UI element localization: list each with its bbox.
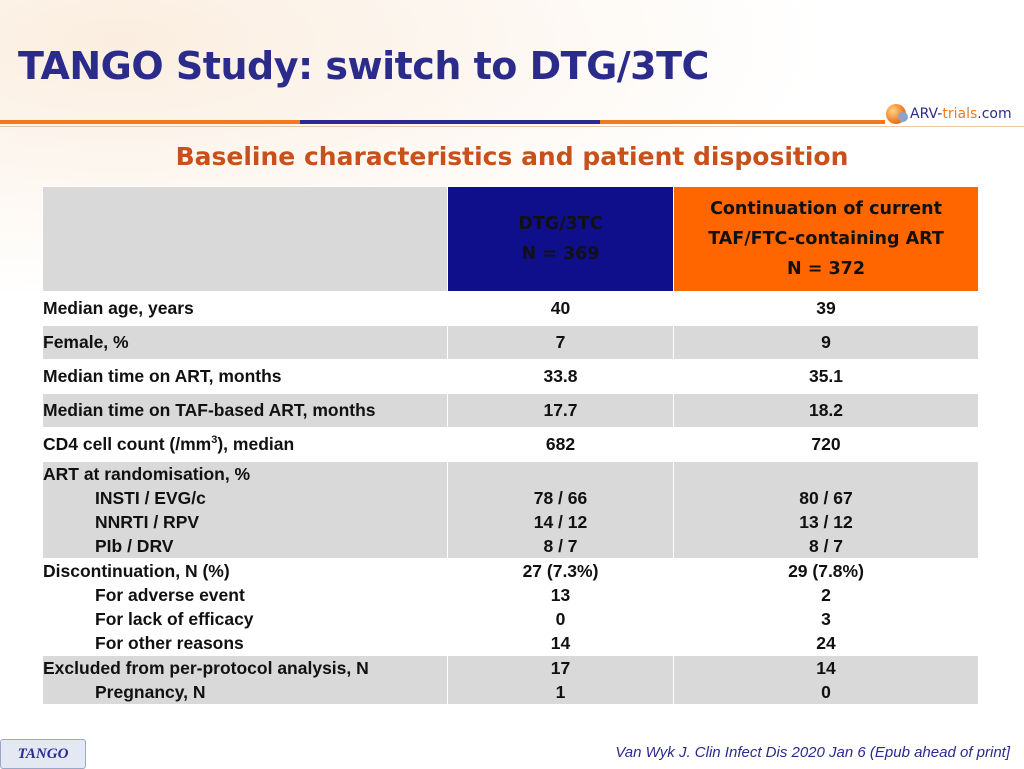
dtg-value: 17 1 — [447, 655, 674, 705]
row-label-main: Excluded from per-protocol analysis, N — [43, 658, 369, 678]
dtg-subvalue: 14 — [550, 633, 571, 653]
dtg-value: 17.7 — [447, 393, 674, 428]
table-row-art-time: Median time on ART, months 33.8 35.1 — [42, 359, 979, 394]
logo-text-part2: trials — [942, 106, 978, 122]
spacer — [448, 462, 673, 486]
cont-subvalue: 2 — [821, 585, 831, 605]
spacer — [674, 462, 978, 486]
slide-subtitle: Baseline characteristics and patient dis… — [175, 142, 849, 171]
header-rule-accent — [300, 120, 600, 124]
table-row-female: Female, % 7 9 — [42, 325, 979, 360]
citation: Van Wyk J. Clin Infect Dis 2020 Jan 6 (E… — [615, 744, 1010, 761]
dtg-subvalue: 14 / 12 — [533, 512, 588, 532]
table-row-taf-time: Median time on TAF-based ART, months 17.… — [42, 393, 979, 428]
table-row-age: Median age, years 40 39 — [42, 291, 979, 326]
dtg-value: 78 / 66 14 / 12 8 / 7 — [447, 461, 674, 559]
table-row-excluded: Excluded from per-protocol analysis, N P… — [42, 655, 979, 705]
cont-value: 14 0 — [673, 655, 979, 705]
cd4-label-pre: CD4 cell count (/mm — [43, 434, 212, 454]
header-cont-n: N = 372 — [786, 259, 866, 279]
cont-value: 80 / 67 13 / 12 8 / 7 — [673, 461, 979, 559]
row-sublabel: NNRTI / RPV — [95, 512, 200, 532]
row-sublabel: For other reasons — [95, 633, 244, 653]
table-row-art-randomisation: ART at randomisation, % INSTI / EVG/c NN… — [42, 461, 979, 559]
dtg-value: 682 — [447, 427, 674, 462]
header-rule-thin — [0, 126, 1024, 127]
row-sublabel: For lack of efficacy — [95, 609, 254, 629]
row-sublabel: Pregnancy, N — [95, 682, 206, 702]
cont-value: 18.2 — [673, 393, 979, 428]
cont-value: 9 — [673, 325, 979, 360]
cont-subvalue: 80 / 67 — [799, 488, 853, 508]
row-label: Female, % — [42, 325, 448, 360]
row-label: Excluded from per-protocol analysis, N P… — [42, 655, 448, 705]
study-tag-label: TANGO — [17, 745, 69, 762]
row-label-main: ART at randomisation, % — [43, 464, 251, 484]
dtg-value: 27 (7.3%) 13 0 14 — [447, 558, 674, 656]
dtg-subvalue: 8 / 7 — [543, 536, 578, 556]
cont-value: 39 — [673, 291, 979, 326]
dtg-subvalue: 17 — [550, 658, 571, 678]
header-dtg-name: DTG/3TC — [518, 214, 603, 234]
logo-mark-icon — [886, 104, 908, 124]
cd4-label-post: ), median — [217, 434, 295, 454]
dtg-value: 40 — [447, 291, 674, 326]
header-dtg-n: N = 369 — [521, 244, 600, 264]
cont-value: 35.1 — [673, 359, 979, 394]
page-title: TANGO Study: switch to DTG/3TC — [18, 44, 709, 88]
cont-subvalue: 8 / 7 — [808, 536, 844, 556]
row-label: Discontinuation, N (%) For adverse event… — [42, 558, 448, 656]
logo-text-part1: ARV- — [910, 106, 943, 122]
table-header-row: DTG/3TC N = 369 Continuation of current … — [42, 186, 979, 292]
header-continuation: Continuation of current TAF/FTC-containi… — [673, 186, 979, 292]
dtg-value: 33.8 — [447, 359, 674, 394]
study-tag: TANGO — [0, 739, 86, 769]
table-row-discontinuation: Discontinuation, N (%) For adverse event… — [42, 558, 979, 656]
cont-subvalue: 3 — [821, 609, 831, 629]
row-label: Median time on TAF-based ART, months — [42, 393, 448, 428]
cont-value: 720 — [673, 427, 979, 462]
row-label: CD4 cell count (/mm3), median — [42, 427, 448, 462]
cont-subvalue: 0 — [821, 682, 831, 702]
cont-subvalue: 13 / 12 — [799, 512, 853, 532]
cont-subvalue: 24 — [816, 633, 836, 653]
cont-value: 29 (7.8%) 2 3 24 — [673, 558, 979, 656]
table-row-cd4: CD4 cell count (/mm3), median 682 720 — [42, 427, 979, 462]
cont-subvalue: 14 — [816, 658, 836, 678]
logo-text: ARV-trials.com — [910, 106, 1012, 122]
cont-subvalue: 29 (7.8%) — [788, 561, 864, 581]
header-blank-cell — [42, 186, 448, 292]
dtg-subvalue: 13 — [550, 585, 571, 605]
row-label-main: Discontinuation, N (%) — [43, 561, 230, 581]
dtg-subvalue: 0 — [555, 609, 566, 629]
header-cont-line2: TAF/FTC-containing ART — [708, 229, 944, 249]
header-cont-line1: Continuation of current — [710, 199, 942, 219]
dtg-subvalue: 78 / 66 — [533, 488, 588, 508]
row-label: Median age, years — [42, 291, 448, 326]
logo-text-part3: .com — [977, 106, 1012, 122]
row-sublabel: For adverse event — [95, 585, 245, 605]
dtg-subvalue: 1 — [555, 682, 566, 702]
row-sublabel: PIb / DRV — [95, 536, 174, 556]
row-sublabel: INSTI / EVG/c — [95, 488, 206, 508]
row-label: ART at randomisation, % INSTI / EVG/c NN… — [42, 461, 448, 559]
header-dtg-3tc: DTG/3TC N = 369 — [447, 186, 674, 292]
row-label: Median time on ART, months — [42, 359, 448, 394]
arv-trials-logo: ARV-trials.com — [886, 100, 1021, 128]
cd4-label-sup: 3 — [211, 434, 218, 447]
dtg-subvalue: 27 (7.3%) — [522, 561, 599, 581]
baseline-table: DTG/3TC N = 369 Continuation of current … — [42, 186, 979, 705]
dtg-value: 7 — [447, 325, 674, 360]
